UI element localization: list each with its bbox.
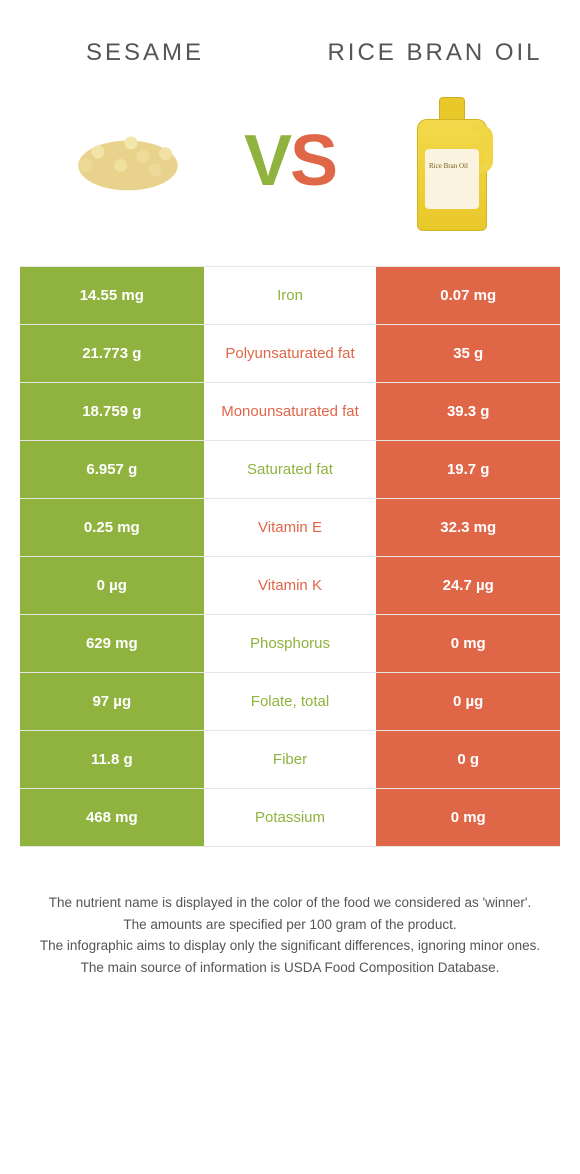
right-value: 0 mg	[376, 789, 560, 846]
nutrient-label: Folate, total	[204, 673, 377, 730]
table-row: 11.8 gFiber0 g	[20, 731, 560, 789]
nutrient-label: Phosphorus	[204, 615, 377, 672]
table-row: 0 µgVitamin K24.7 µg	[20, 557, 560, 615]
comparison-table: 14.55 mgIron0.07 mg21.773 gPolyunsaturat…	[20, 266, 560, 847]
nutrient-label: Saturated fat	[204, 441, 377, 498]
vs-text: VS	[236, 120, 344, 202]
table-row: 468 mgPotassium0 mg	[20, 789, 560, 847]
oil-bottle-icon: Rice Bran Oil	[407, 91, 497, 231]
left-value: 14.55 mg	[20, 267, 204, 324]
right-food-icon: Rice Bran Oil	[344, 91, 560, 231]
footer-notes: The nutrient name is displayed in the co…	[32, 892, 548, 978]
right-value: 35 g	[376, 325, 560, 382]
right-value: 0.07 mg	[376, 267, 560, 324]
table-row: 97 µgFolate, total0 µg	[20, 673, 560, 731]
right-value: 39.3 g	[376, 383, 560, 440]
nutrient-label: Vitamin E	[204, 499, 377, 556]
table-row: 18.759 gMonounsaturated fat39.3 g	[20, 383, 560, 441]
table-row: 0.25 mgVitamin E32.3 mg	[20, 499, 560, 557]
footer-line: The main source of information is USDA F…	[32, 957, 548, 979]
right-value: 0 mg	[376, 615, 560, 672]
left-value: 0.25 mg	[20, 499, 204, 556]
table-row: 6.957 gSaturated fat19.7 g	[20, 441, 560, 499]
right-value: 0 µg	[376, 673, 560, 730]
vs-row: VS Rice Bran Oil	[20, 76, 560, 246]
right-value: 19.7 g	[376, 441, 560, 498]
right-value: 32.3 mg	[376, 499, 560, 556]
nutrient-label: Potassium	[204, 789, 377, 846]
right-value: 24.7 µg	[376, 557, 560, 614]
table-row: 629 mgPhosphorus0 mg	[20, 615, 560, 673]
left-value: 18.759 g	[20, 383, 204, 440]
footer-line: The infographic aims to display only the…	[32, 935, 548, 957]
left-value: 11.8 g	[20, 731, 204, 788]
sesame-pile-icon	[53, 116, 203, 206]
left-value: 629 mg	[20, 615, 204, 672]
right-value: 0 g	[376, 731, 560, 788]
nutrient-label: Vitamin K	[204, 557, 377, 614]
left-value: 0 µg	[20, 557, 204, 614]
bottle-label-text: Rice Bran Oil	[425, 149, 479, 209]
table-row: 14.55 mgIron0.07 mg	[20, 267, 560, 325]
vs-letter-v: V	[244, 121, 290, 201]
left-title: Sesame	[0, 38, 290, 68]
footer-line: The amounts are specified per 100 gram o…	[32, 914, 548, 936]
left-value: 97 µg	[20, 673, 204, 730]
left-value: 21.773 g	[20, 325, 204, 382]
nutrient-label: Iron	[204, 267, 377, 324]
vs-letter-s: S	[290, 121, 336, 201]
left-value: 468 mg	[20, 789, 204, 846]
left-value: 6.957 g	[20, 441, 204, 498]
header: Sesame Rice bran oil	[0, 0, 580, 76]
nutrient-label: Monounsaturated fat	[204, 383, 377, 440]
right-title: Rice bran oil	[290, 38, 580, 68]
nutrient-label: Fiber	[204, 731, 377, 788]
footer-line: The nutrient name is displayed in the co…	[32, 892, 548, 914]
table-row: 21.773 gPolyunsaturated fat35 g	[20, 325, 560, 383]
nutrient-label: Polyunsaturated fat	[204, 325, 377, 382]
left-food-icon	[20, 116, 236, 206]
